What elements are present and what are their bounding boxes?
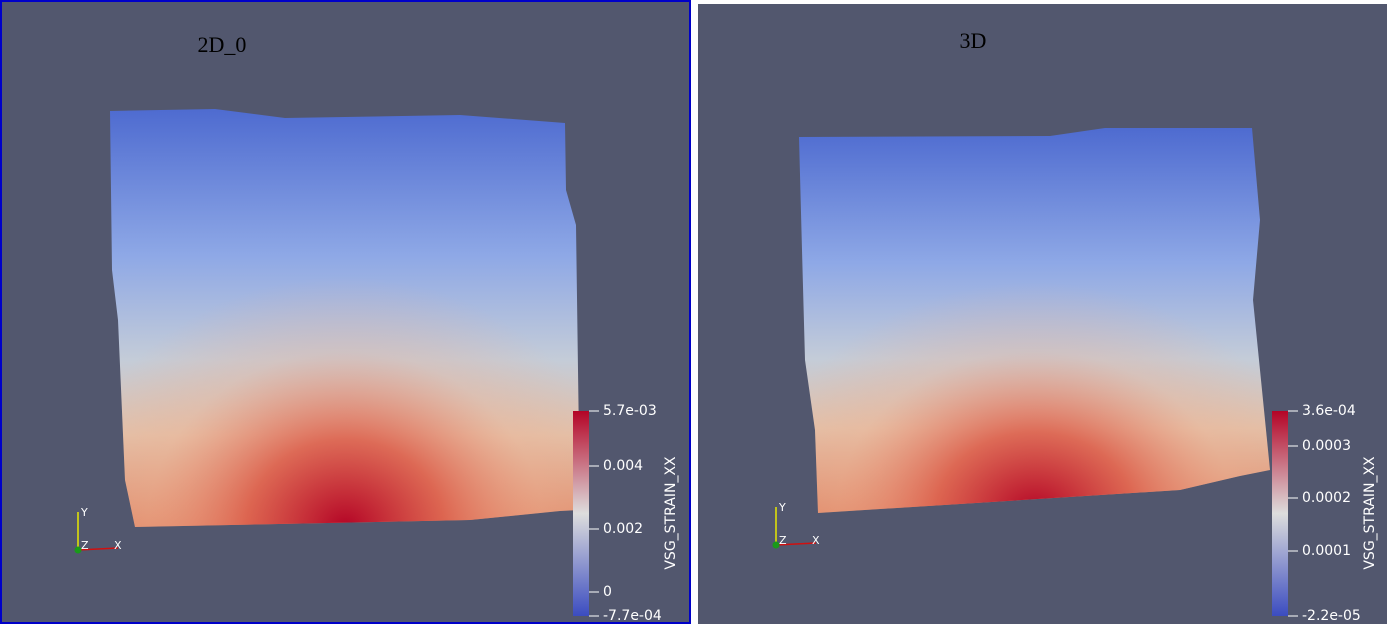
axis-z [772, 541, 780, 549]
colorbar-tick-label: 0.0003 [1302, 438, 1351, 454]
axis-z [74, 546, 82, 554]
colorbar [1272, 411, 1288, 616]
axis-label: Z [81, 539, 89, 552]
axis-x [77, 547, 119, 551]
view-title: 2D_0 [198, 32, 247, 57]
colorbar-tick-label: 0.002 [603, 521, 643, 537]
colorbar-tick-label: 0 [603, 584, 612, 600]
view-title: 3D [960, 28, 987, 53]
colorbar-title: VSG_STRAIN_XX [663, 456, 679, 570]
axis-label: Z [779, 534, 787, 547]
colorbar-tick-label: 0.0001 [1302, 543, 1351, 559]
surface-3d [799, 128, 1270, 513]
colorbar-tick-label: -2.2e-05 [1302, 608, 1361, 624]
surface-2d [110, 109, 580, 527]
colorbar-tick-label: -7.7e-04 [603, 608, 662, 624]
colorbar-tick-label: 0.0002 [1302, 490, 1351, 506]
colorbar-tick-label: 3.6e-04 [1302, 403, 1356, 419]
colorbar-title: VSG_STRAIN_XX [1362, 456, 1378, 570]
axis-label: Y [80, 506, 88, 519]
colorbar-tick-label: 0.004 [603, 458, 643, 474]
axis-x [775, 542, 817, 546]
axis-label: X [812, 534, 820, 547]
colorbar-tick-label: 5.7e-03 [603, 403, 657, 419]
colorbar [573, 411, 589, 616]
axis-label: X [114, 539, 122, 552]
axis-label: Y [778, 501, 786, 514]
